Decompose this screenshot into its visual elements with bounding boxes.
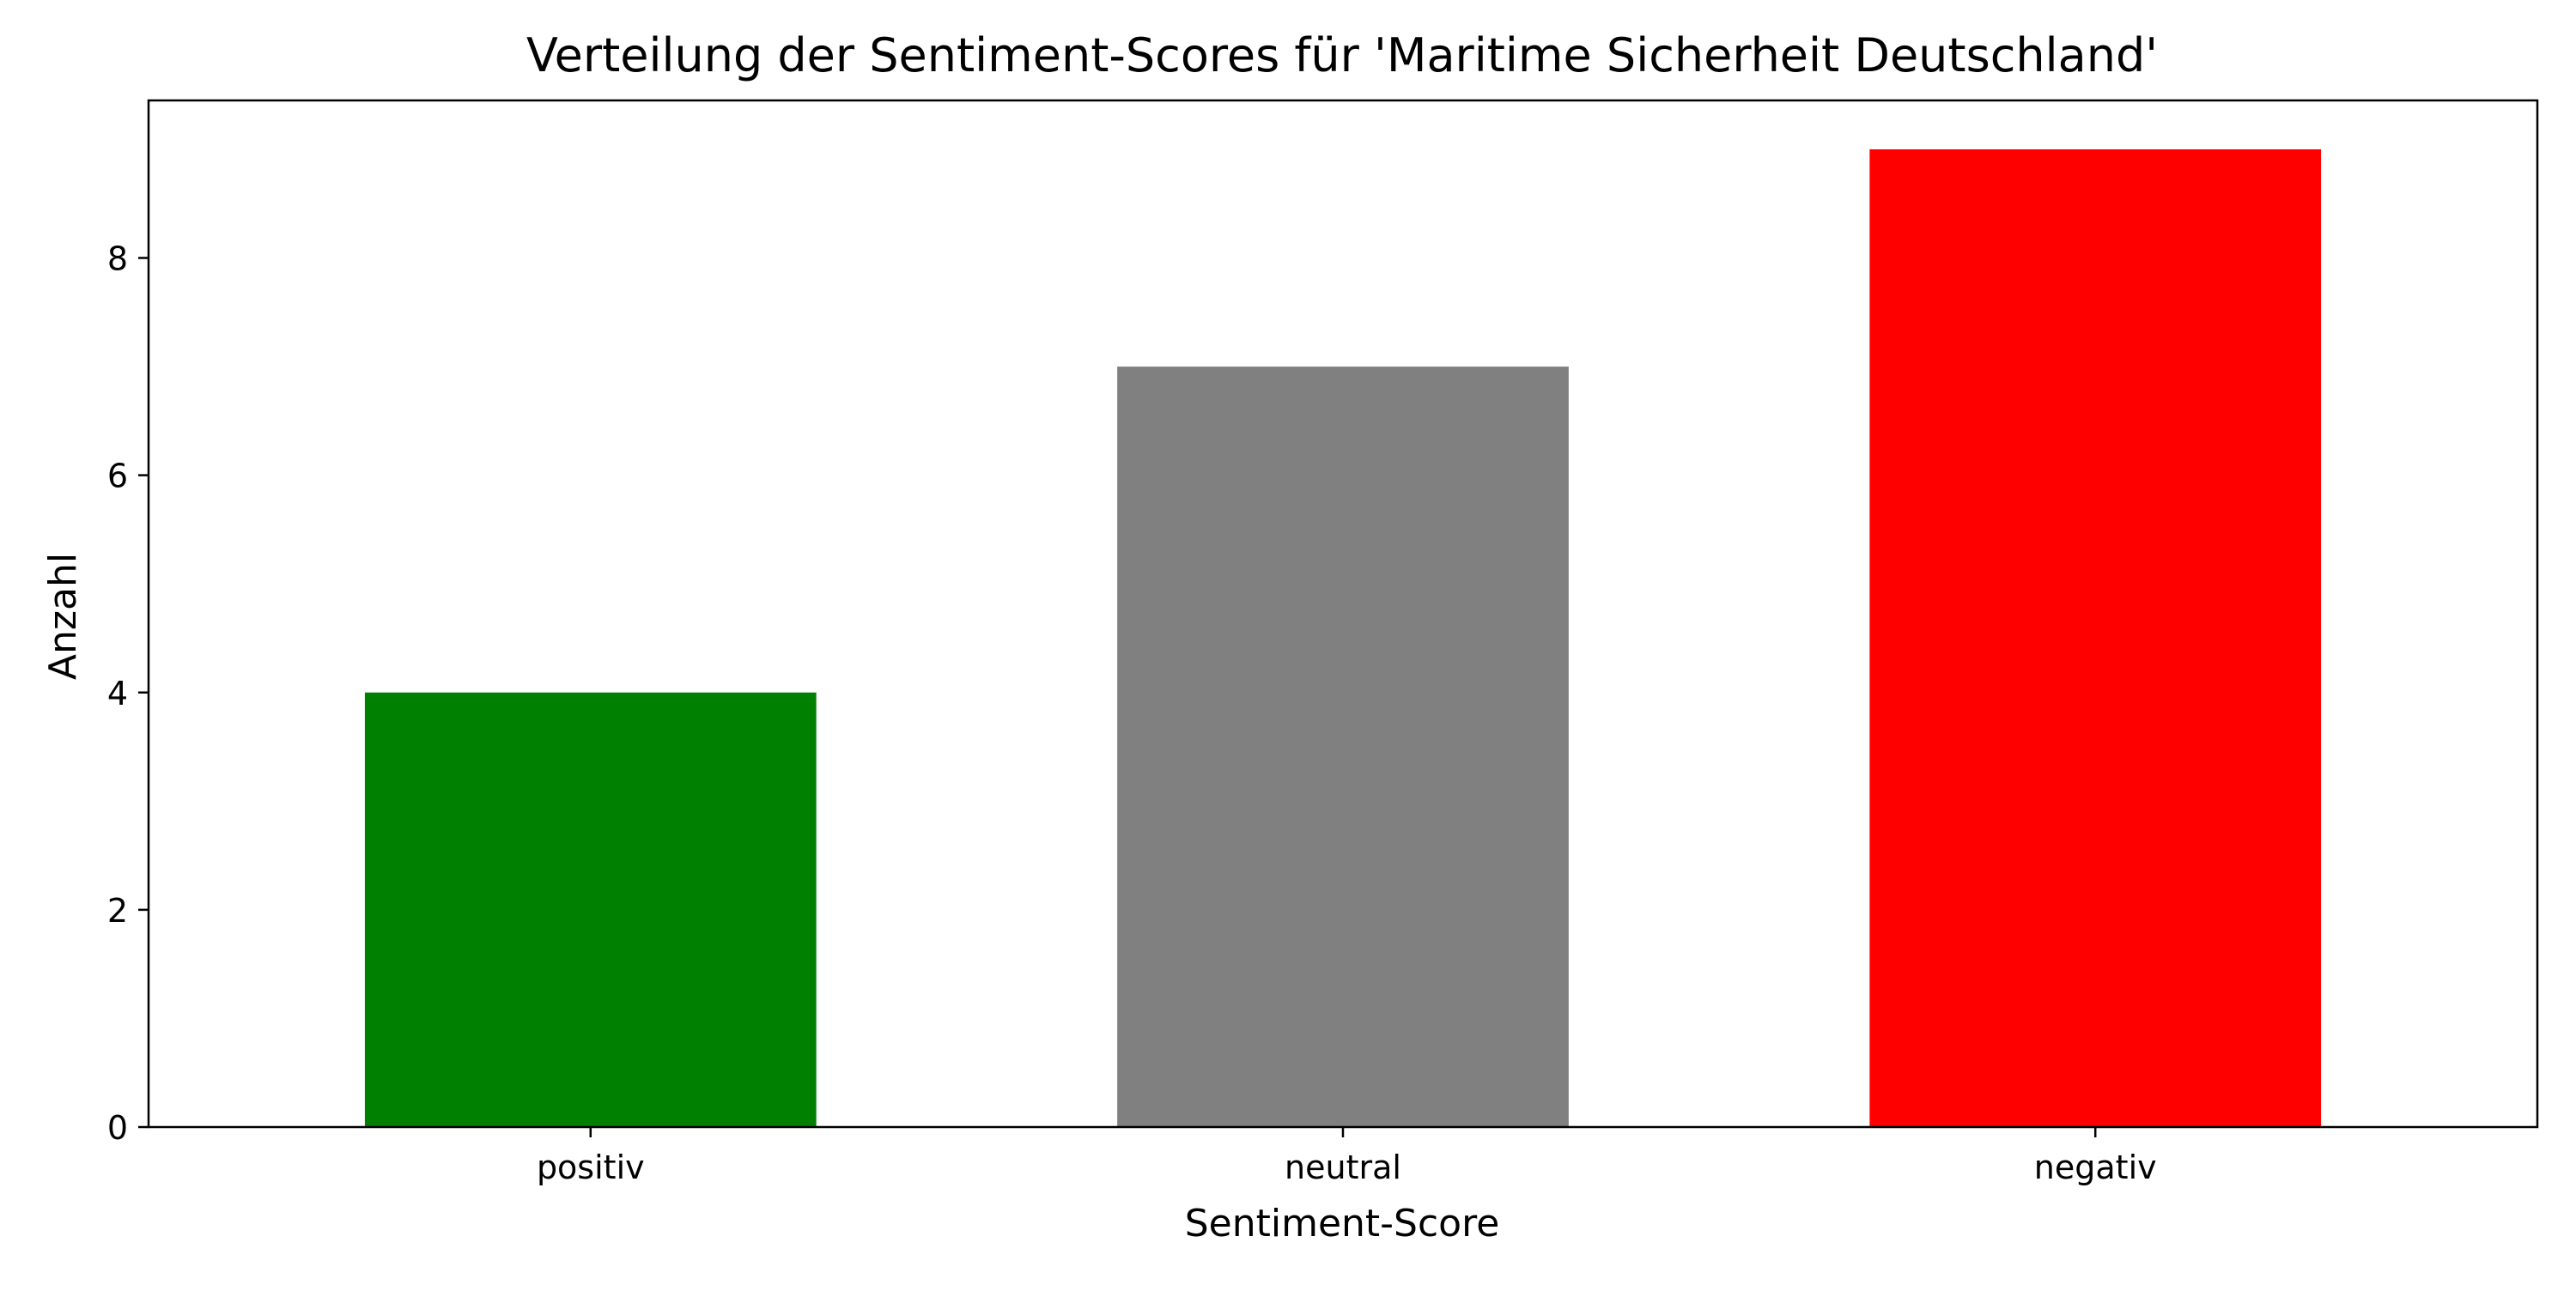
axes: 0 2 4 6 8 positiv neutral negativ xyxy=(107,99,2539,1186)
y-tick-label: 8 xyxy=(107,240,128,278)
x-axis-label: Sentiment-Score xyxy=(1185,1202,1500,1246)
y-tick-label: 4 xyxy=(107,675,128,712)
x-tick-label-neutral: neutral xyxy=(1285,1149,1401,1186)
y-axis-label: Anzahl xyxy=(41,553,85,680)
bar-positiv xyxy=(364,692,817,1127)
plot-area xyxy=(149,148,2537,1128)
y-tick-label: 2 xyxy=(107,892,128,930)
x-tick-label-positiv: positiv xyxy=(537,1149,645,1186)
bar-neutral xyxy=(1117,367,1569,1127)
bar-negativ xyxy=(1869,148,2322,1127)
x-tick-label-negativ: negativ xyxy=(2034,1149,2157,1186)
y-tick-label: 6 xyxy=(107,458,128,495)
chart-title: Verteilung der Sentiment-Scores für 'Mar… xyxy=(526,28,2158,82)
y-tick-label: 0 xyxy=(107,1109,128,1147)
